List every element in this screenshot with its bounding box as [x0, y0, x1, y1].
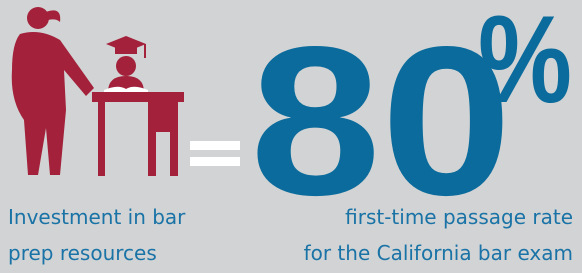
right-caption-line: for the California bar exam — [304, 241, 573, 265]
infographic: 80 % Investment in bar prep resources fi… — [0, 0, 582, 273]
left-caption-line: Investment in bar — [8, 205, 186, 229]
page: 80 % Investment in bar prep resources fi… — [0, 0, 582, 273]
stat-number: 80 — [250, 2, 512, 239]
left-caption-line: prep resources — [8, 241, 157, 265]
stat-unit: % — [478, 0, 572, 129]
right-caption-line: first-time passage rate — [345, 205, 573, 229]
